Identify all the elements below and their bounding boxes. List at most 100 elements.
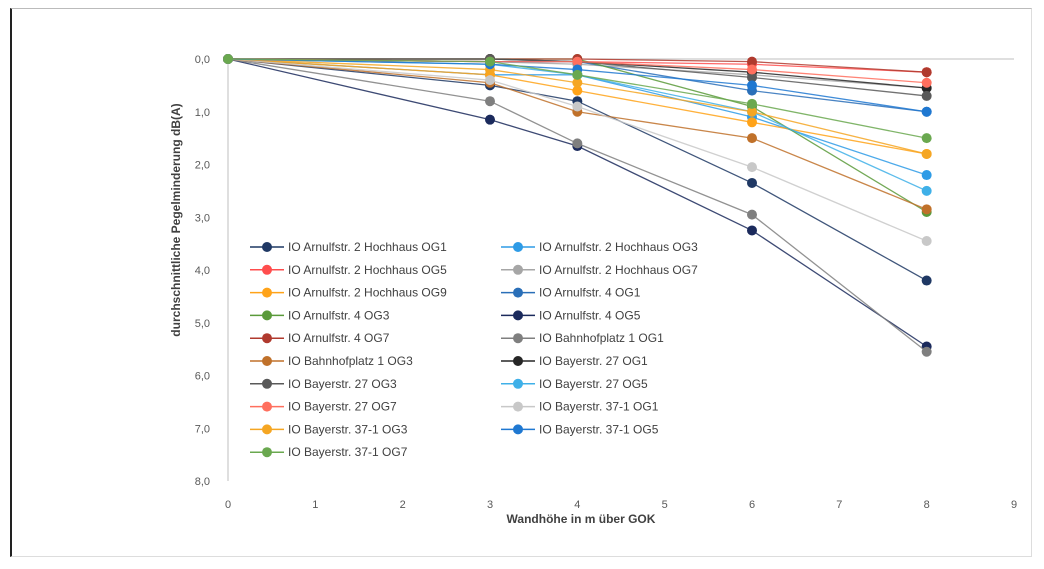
data-point <box>485 75 495 86</box>
legend-entry: IO Arnulfstr. 4 OG1 <box>501 286 641 300</box>
data-point <box>921 275 932 286</box>
legend-label: IO Bayerstr. 37-1 OG1 <box>539 400 659 414</box>
data-point <box>747 225 757 236</box>
data-point <box>572 56 583 67</box>
data-point <box>921 90 932 101</box>
series-lines <box>223 54 932 357</box>
data-point <box>747 177 757 188</box>
legend-entry: IO Bayerstr. 27 OG7 <box>250 400 397 414</box>
legend-marker <box>262 447 272 458</box>
legend-label: IO Bahnhofplatz 1 OG3 <box>288 354 413 368</box>
axes: 0 1 2 3 4 5 6 7 8 9 0,0 1,0 2,0 3,0 4,0 5,0 6,0 7,0 8,0 <box>195 54 1017 511</box>
legend-marker <box>513 378 523 389</box>
data-point <box>747 162 757 173</box>
data-point <box>747 133 757 144</box>
data-point <box>747 98 757 109</box>
y-tick-label: 4,0 <box>195 265 210 277</box>
legend-label: IO Arnulfstr. 4 OG1 <box>539 286 641 300</box>
data-point <box>485 96 495 107</box>
legend-marker <box>262 356 272 366</box>
x-tick-label: 0 <box>225 499 231 511</box>
legend-entry: IO Bayerstr. 27 OG3 <box>250 377 397 391</box>
x-tick-label: 3 <box>487 499 493 511</box>
legend: IO Arnulfstr. 2 Hochhaus OG1 IO Arnulfstr… <box>250 240 698 459</box>
data-point <box>921 235 932 246</box>
legend-entry: IO Bayerstr. 27 OG1 <box>501 354 648 368</box>
legend-entry: IO Arnulfstr. 2 Hochhaus OG1 <box>250 240 447 254</box>
legend-entry: IO Bayerstr. 27 OG5 <box>501 377 648 391</box>
legend-marker <box>513 287 523 298</box>
data-point <box>921 77 932 88</box>
legend-marker <box>262 424 272 435</box>
data-point <box>747 106 757 117</box>
legend-entry: IO Bayerstr. 37-1 OG5 <box>501 422 659 436</box>
legend-marker <box>262 287 272 298</box>
y-tick-label: 0,0 <box>195 54 210 66</box>
data-point <box>921 346 932 357</box>
legend-label: IO Arnulfstr. 4 OG3 <box>288 308 390 322</box>
data-point <box>921 133 932 144</box>
legend-marker <box>262 264 272 275</box>
x-tick-label: 6 <box>749 499 755 511</box>
legend-entry: IO Bahnhofplatz 1 OG3 <box>250 354 413 368</box>
legend-label: IO Bayerstr. 37-1 OG3 <box>288 422 408 436</box>
legend-label: IO Bayerstr. 37-1 OG5 <box>539 422 659 436</box>
legend-entry: IO Arnulfstr. 2 Hochhaus OG7 <box>501 263 698 277</box>
y-tick-label: 2,0 <box>195 160 210 172</box>
data-point <box>921 170 932 181</box>
data-point <box>747 72 757 83</box>
legend-marker <box>262 310 272 321</box>
legend-marker <box>262 401 272 412</box>
legend-label: IO Arnulfstr. 2 Hochhaus OG7 <box>539 263 698 277</box>
legend-entry: IO Bayerstr. 37-1 OG7 <box>250 445 408 459</box>
data-point <box>223 54 233 64</box>
data-point <box>747 56 757 67</box>
line-chart: 0 1 2 3 4 5 6 7 8 9 0,0 1,0 2,0 3,0 4,0 5,0 6,0 7,0 8,0 IO… <box>169 54 1017 526</box>
y-tick-label: 6,0 <box>195 371 210 383</box>
data-point <box>747 117 757 128</box>
legend-entry: IO Bayerstr. 37-1 OG3 <box>250 422 408 436</box>
legend-marker <box>513 310 523 321</box>
x-tick-label: 1 <box>312 499 318 511</box>
legend-entry: IO Arnulfstr. 2 Hochhaus OG5 <box>250 263 447 277</box>
chart-frame: 0 1 2 3 4 5 6 7 8 9 0,0 1,0 2,0 3,0 4,0 5,0 6,0 7,0 8,0 IO… <box>10 8 1032 557</box>
legend-entry: IO Bayerstr. 37-1 OG1 <box>501 400 659 414</box>
legend-label: IO Bayerstr. 27 OG5 <box>539 377 648 391</box>
data-point <box>921 106 932 117</box>
legend-entry: IO Arnulfstr. 4 OG5 <box>501 308 641 322</box>
legend-label: IO Bayerstr. 37-1 OG7 <box>288 445 408 459</box>
legend-marker <box>262 242 272 252</box>
legend-entry: IO Arnulfstr. 4 OG7 <box>250 331 390 345</box>
data-point <box>572 85 583 96</box>
x-tick-label: 7 <box>836 499 842 511</box>
legend-label: IO Bayerstr. 27 OG3 <box>288 377 397 391</box>
legend-label: IO Arnulfstr. 4 OG7 <box>288 331 390 345</box>
legend-entry: IO Arnulfstr. 2 Hochhaus OG9 <box>250 286 447 300</box>
data-point <box>485 114 495 125</box>
legend-label: IO Arnulfstr. 2 Hochhaus OG9 <box>288 286 447 300</box>
legend-label: IO Bayerstr. 27 OG1 <box>539 354 648 368</box>
y-tick-label: 5,0 <box>195 318 210 330</box>
x-tick-label: 5 <box>662 499 668 511</box>
data-point <box>485 56 495 67</box>
legend-marker <box>262 378 272 389</box>
series-19 <box>223 54 932 144</box>
data-point <box>921 185 932 196</box>
x-tick-label: 2 <box>400 499 406 511</box>
x-tick-label: 4 <box>574 499 580 511</box>
data-point <box>572 101 583 112</box>
data-point <box>747 209 757 220</box>
legend-marker <box>262 333 272 344</box>
x-tick-label: 8 <box>924 499 930 511</box>
legend-marker <box>513 401 523 412</box>
y-tick-label: 7,0 <box>195 423 210 435</box>
x-tick-label: 9 <box>1011 499 1017 511</box>
legend-marker <box>513 242 523 252</box>
legend-entry: IO Bahnhofplatz 1 OG1 <box>501 331 664 345</box>
legend-label: IO Bahnhofplatz 1 OG1 <box>539 331 664 345</box>
legend-entry: IO Arnulfstr. 2 Hochhaus OG3 <box>501 240 698 254</box>
data-point <box>572 77 583 88</box>
legend-label: IO Arnulfstr. 2 Hochhaus OG1 <box>288 240 447 254</box>
data-point <box>921 67 932 78</box>
legend-label: IO Bayerstr. 27 OG7 <box>288 400 397 414</box>
